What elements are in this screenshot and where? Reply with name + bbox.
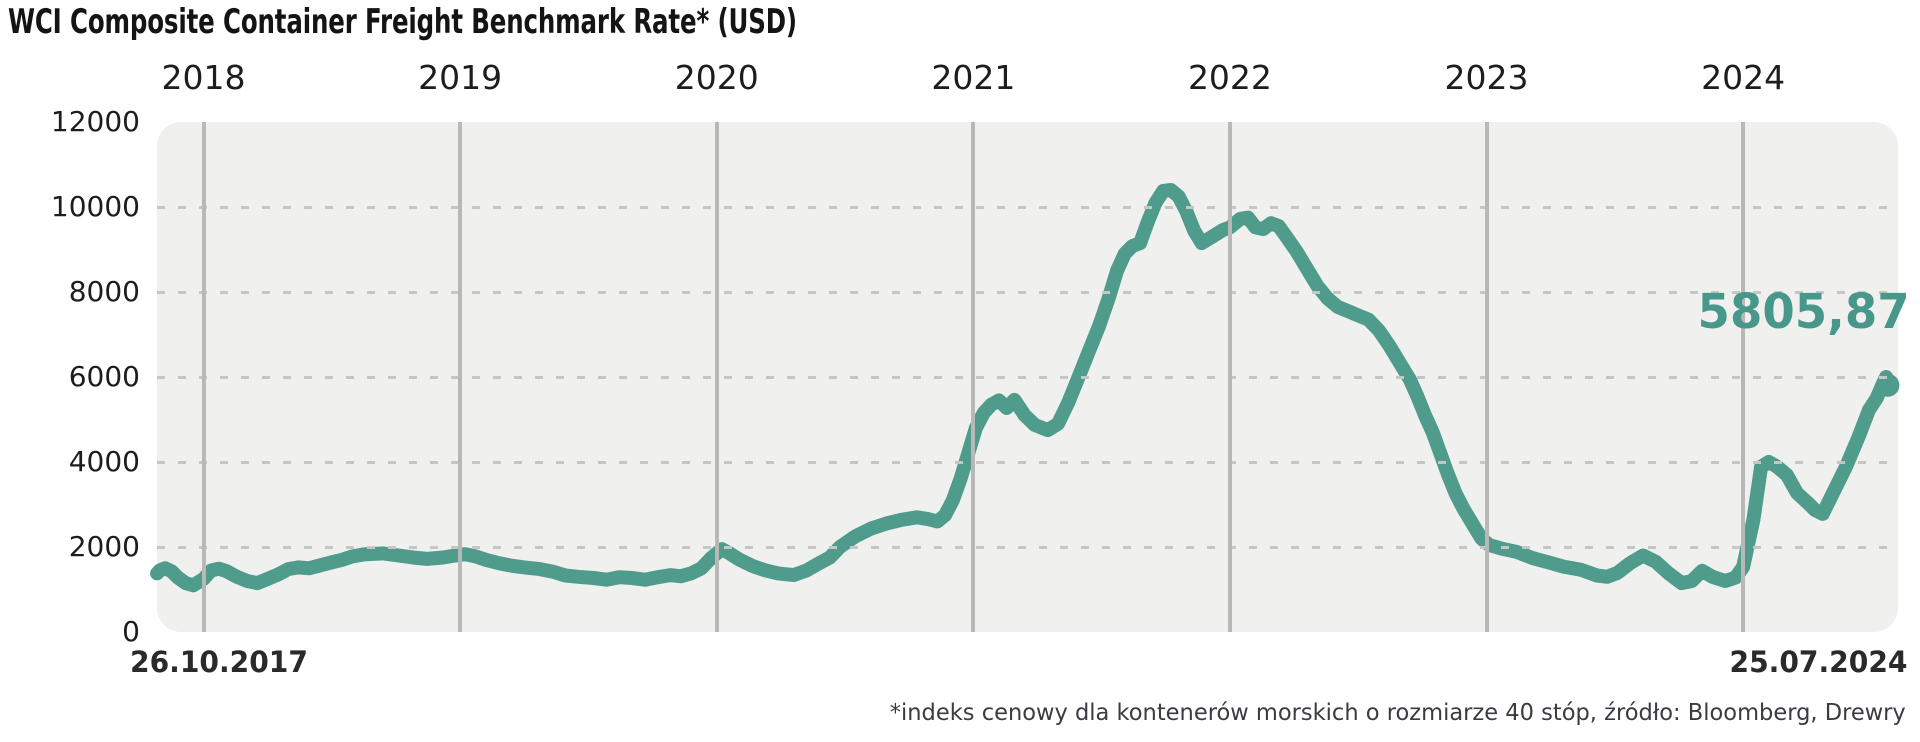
y-tick-label-4000: 4000 bbox=[68, 445, 140, 478]
year-label-2023: 2023 bbox=[1444, 58, 1529, 97]
y-grid-line-6000 bbox=[157, 375, 1898, 379]
y-tick-label-6000: 6000 bbox=[68, 360, 140, 393]
year-grid-line-2024 bbox=[1741, 122, 1746, 632]
current-value-label: 5805,87 bbox=[1697, 284, 1910, 340]
y-grid-line-4000 bbox=[157, 460, 1898, 464]
year-grid-line-2020 bbox=[714, 122, 719, 632]
y-tick-label-2000: 2000 bbox=[68, 530, 140, 563]
year-grid-line-2021 bbox=[971, 122, 976, 632]
year-grid-line-2018 bbox=[201, 122, 206, 632]
y-grid-line-10000 bbox=[157, 205, 1898, 209]
x-axis-end-date: 25.07.2024 bbox=[1729, 645, 1907, 679]
y-tick-label-8000: 8000 bbox=[68, 275, 140, 308]
y-grid-line-8000 bbox=[157, 290, 1898, 294]
y-tick-label-12000: 12000 bbox=[50, 105, 140, 138]
y-tick-label-0: 0 bbox=[122, 615, 140, 648]
year-grid-line-2019 bbox=[458, 122, 463, 632]
year-label-2018: 2018 bbox=[161, 58, 246, 97]
chart-title: WCI Composite Container Freight Benchmar… bbox=[8, 2, 797, 42]
y-tick-label-10000: 10000 bbox=[50, 190, 140, 223]
last-value-dot bbox=[1876, 373, 1900, 397]
year-label-2020: 2020 bbox=[674, 58, 759, 97]
footnote: *indeks cenowy dla kontenerów morskich o… bbox=[889, 700, 1906, 726]
year-label-2022: 2022 bbox=[1187, 58, 1272, 97]
x-axis-start-date: 26.10.2017 bbox=[130, 645, 308, 679]
plot-area bbox=[150, 122, 1900, 632]
year-label-2019: 2019 bbox=[418, 58, 503, 97]
year-grid-line-2022 bbox=[1227, 122, 1232, 632]
year-label-2021: 2021 bbox=[931, 58, 1016, 97]
year-grid-line-2023 bbox=[1484, 122, 1489, 632]
year-label-2024: 2024 bbox=[1701, 58, 1786, 97]
y-grid-line-2000 bbox=[157, 545, 1898, 549]
freight-rate-line bbox=[150, 183, 1895, 593]
